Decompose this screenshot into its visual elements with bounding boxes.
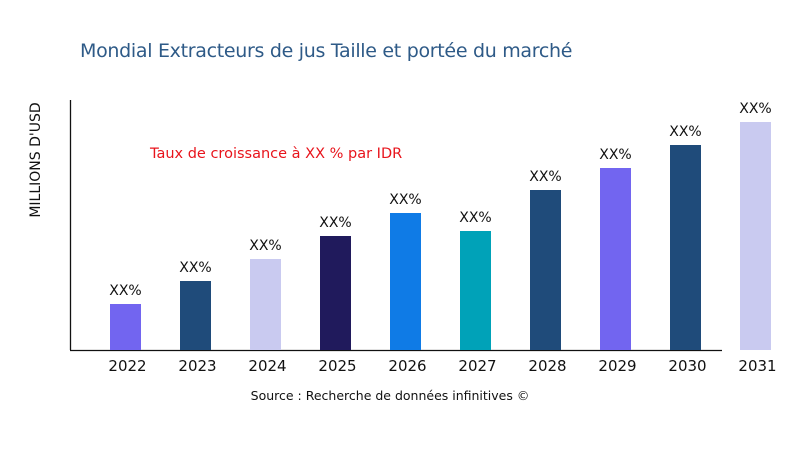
x-tick-2022: 2022 — [108, 357, 146, 375]
chart-title: Mondial Extracteurs de jus Taille et por… — [80, 40, 573, 62]
data-label-2025: XX% — [319, 215, 351, 231]
data-label-2030: XX% — [669, 124, 701, 140]
x-tick-2027: 2027 — [458, 357, 496, 375]
x-tick-2028: 2028 — [528, 357, 566, 375]
x-tick-2031: 2031 — [738, 357, 776, 375]
data-label-2027: XX% — [459, 210, 491, 226]
bar-2030 — [670, 145, 701, 350]
x-tick-2029: 2029 — [598, 357, 636, 375]
growth-rate-annotation: Taux de croissance à XX % par IDR — [150, 146, 403, 162]
data-label-2022: XX% — [109, 283, 141, 299]
data-label-2031: XX% — [739, 101, 771, 117]
x-tick-2025: 2025 — [318, 357, 356, 375]
data-label-2029: XX% — [599, 147, 631, 163]
source-note: Source : Recherche de données infinitive… — [250, 388, 530, 403]
x-tick-2023: 2023 — [178, 357, 216, 375]
bar-2023 — [180, 281, 211, 350]
bar-2024 — [250, 259, 281, 350]
bar-2029 — [600, 168, 631, 350]
bar-2027 — [460, 231, 491, 350]
x-tick-2026: 2026 — [388, 357, 426, 375]
bar-2025 — [320, 236, 351, 350]
x-tick-2024: 2024 — [248, 357, 286, 375]
bar-2028 — [530, 190, 561, 350]
data-label-2024: XX% — [249, 238, 281, 254]
bar-2026 — [390, 213, 421, 350]
x-tick-2030: 2030 — [668, 357, 706, 375]
data-label-2026: XX% — [389, 192, 421, 208]
data-label-2023: XX% — [179, 260, 211, 276]
data-label-2028: XX% — [529, 169, 561, 185]
bar-2031 — [740, 122, 771, 350]
bar-2022 — [110, 304, 141, 350]
